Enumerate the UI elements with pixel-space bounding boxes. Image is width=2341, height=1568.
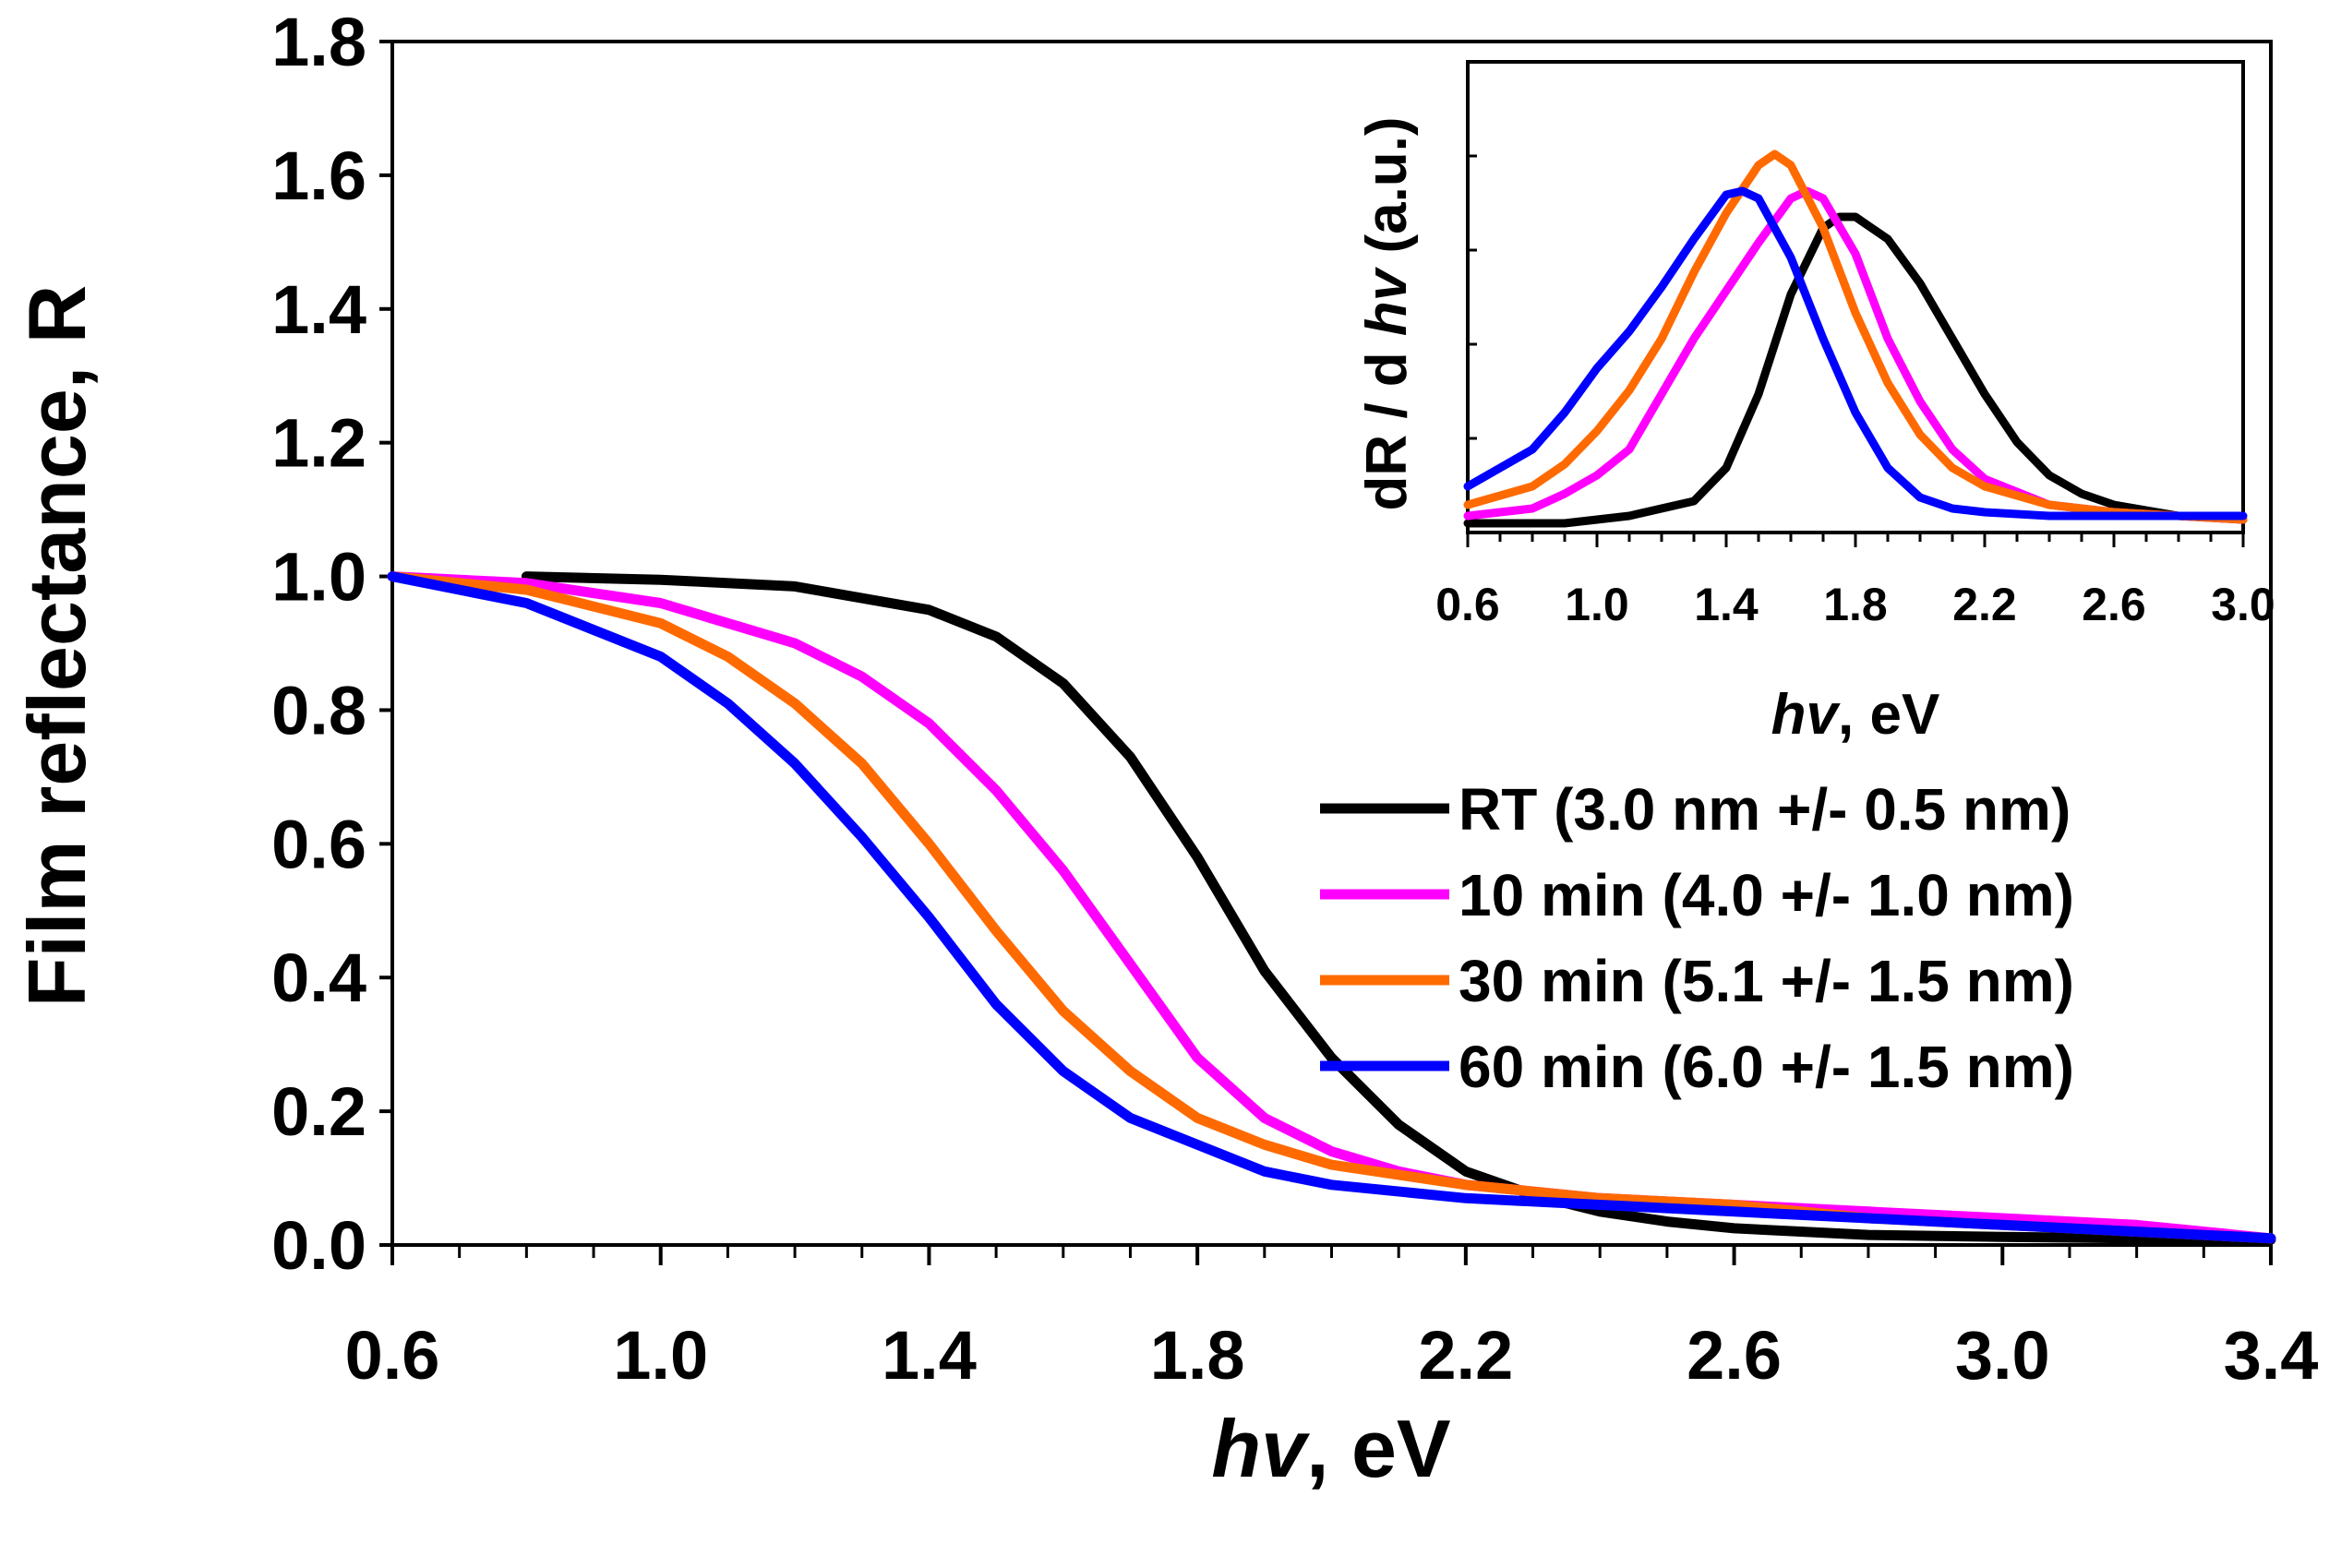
- inset-y-axis-title: dR / d hv (a.u.): [1355, 116, 1419, 510]
- inset-plot: 0.6 1.0 1.4 1.8 2.2 2.6 3.0 hv, eV dR / d hv (a.…: [1355, 60, 2275, 747]
- y-tick-label: 0.0: [271, 1207, 366, 1284]
- inset-x-tick-label: 3.0: [2211, 579, 2275, 630]
- series-line-60min: [387, 571, 2276, 1244]
- main-plot: 0.0 0.2 0.4 0.6 0.8 1.0 1.2 1.4 1.6 1.8 0.6 1.0 1.4 1…: [11, 4, 2318, 1494]
- y-tick-label: 1.2: [271, 405, 366, 482]
- series-line-rt: [521, 571, 2276, 1245]
- y-tick-label: 0.8: [271, 672, 366, 748]
- inset-plot-frame: [1466, 60, 2245, 534]
- x-tick-label: 2.2: [1418, 1317, 1513, 1394]
- legend-label-rt: RT (3.0 nm +/- 0.5 nm): [1459, 776, 2071, 843]
- y-tick-label: 0.2: [271, 1073, 366, 1150]
- x-tick-label: 3.0: [1955, 1317, 2050, 1394]
- legend-label-30min: 30 min (5.1 +/- 1.5 nm): [1459, 948, 2074, 1014]
- x-tick-label: 0.6: [345, 1317, 440, 1394]
- inset-x-tick-label: 1.4: [1694, 579, 1759, 630]
- y-axis-title: Film reflectance, R: [11, 285, 102, 1008]
- x-tick-label: 1.8: [1150, 1317, 1245, 1394]
- x-tick-label: 3.4: [2224, 1317, 2319, 1394]
- inset-x-tick-label: 2.2: [1952, 579, 2017, 630]
- inset-series-line-10min: [1463, 186, 2248, 524]
- inset-x-tick-label: 1.0: [1565, 579, 1629, 630]
- y-tick-label: 1.4: [271, 271, 366, 348]
- inset-series-line-rt: [1463, 212, 2248, 528]
- legend-label-10min: 10 min (4.0 +/- 1.0 nm): [1459, 862, 2074, 928]
- y-tick-label: 0.4: [271, 940, 366, 1016]
- y-tick-label: 1.6: [271, 138, 366, 214]
- series-line-10min: [387, 571, 2276, 1244]
- y-tick-label: 1.8: [271, 4, 366, 80]
- inset-series-line-60min: [1463, 186, 2248, 521]
- inset-x-tick-label: 0.6: [1435, 579, 1500, 630]
- x-tick-label: 1.0: [613, 1317, 708, 1394]
- inset-x-axis-title: hv, eV: [1771, 683, 1940, 747]
- x-axis-title: hv, eV: [1211, 1403, 1451, 1494]
- inset-x-tick-label: 1.8: [1823, 579, 1888, 630]
- legend-label-60min: 60 min (6.0 +/- 1.5 nm): [1459, 1034, 2074, 1100]
- y-tick-label: 0.6: [271, 806, 366, 882]
- inset-series-line-30min: [1463, 150, 2248, 524]
- x-tick-label: 1.4: [882, 1317, 977, 1394]
- x-tick-label: 2.6: [1687, 1317, 1782, 1394]
- inset-x-tick-label: 2.6: [2082, 579, 2146, 630]
- y-tick-label: 1.0: [271, 539, 366, 616]
- legend: RT (3.0 nm +/- 0.5 nm) 10 min (4.0 +/- 1.…: [1320, 776, 2074, 1100]
